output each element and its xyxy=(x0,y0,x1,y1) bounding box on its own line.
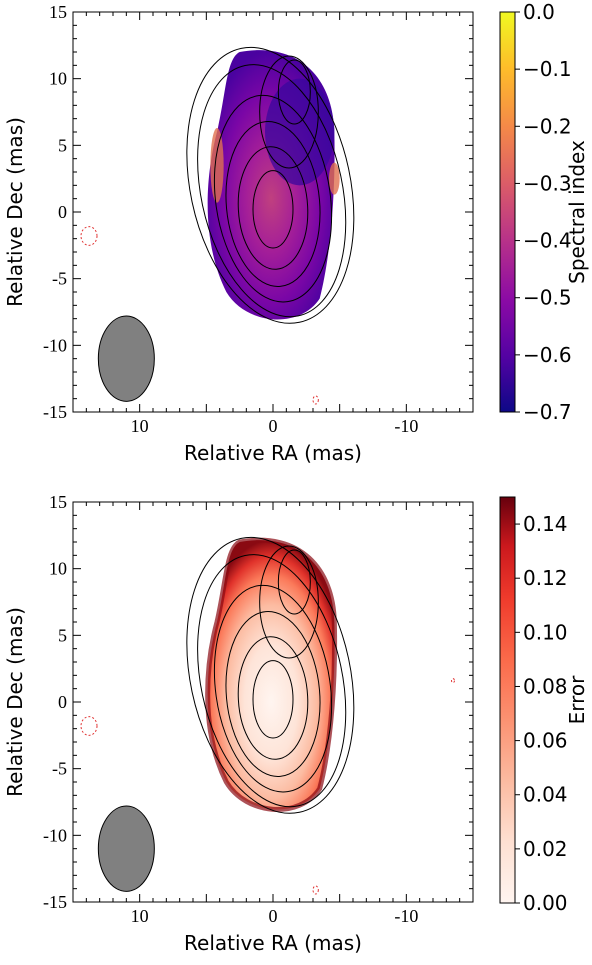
steep-spectrum-region xyxy=(265,78,335,186)
colorbar-tick-label: 0.14 xyxy=(523,512,568,536)
y-axis-label: Relative Dec (mas) xyxy=(3,607,27,797)
colorbar-tick-label: 0.08 xyxy=(523,674,568,698)
colorbar-tick-label: 0.00 xyxy=(523,891,568,915)
negative-contour xyxy=(451,678,455,684)
y-tick-label: 5 xyxy=(58,625,67,645)
colorbar-tick-label: 0.12 xyxy=(523,566,568,590)
colorbar xyxy=(499,496,516,904)
y-tick-label: 15 xyxy=(49,492,67,512)
colorbar-tick-label: 0.0 xyxy=(523,0,555,24)
beam-ellipse xyxy=(97,315,155,402)
y-tick-label: -5 xyxy=(52,759,67,779)
flat-spectrum-edge xyxy=(210,128,224,203)
intensity-contour xyxy=(197,64,347,318)
x-axis-label: Relative RA (mas) xyxy=(184,931,362,955)
colorbar-tick-label: −0.4 xyxy=(523,229,572,253)
colorbar-tick-label: −0.3 xyxy=(523,171,572,195)
y-tick-label: 10 xyxy=(49,559,67,579)
y-tick-label: 5 xyxy=(58,135,67,155)
y-tick-label: 10 xyxy=(49,69,67,89)
beam-ellipse xyxy=(97,805,155,892)
colorbar-tick-label: −0.2 xyxy=(523,114,572,138)
error-edge xyxy=(205,537,338,812)
y-tick-label: -10 xyxy=(43,335,67,355)
top-panel: 10 0 -10 15 10 5 0 -5 -10 -15 Relative RA (mas) Rel… xyxy=(3,0,589,465)
intensity-contour xyxy=(197,554,347,808)
intensity-contour xyxy=(225,611,321,777)
y-tick-label: 15 xyxy=(49,2,67,22)
colorbar xyxy=(499,11,516,413)
intensity-contour xyxy=(252,170,294,249)
intensity-contour xyxy=(186,46,355,324)
colorbar-tick-label: −0.6 xyxy=(523,343,572,367)
flat-spectrum-edge xyxy=(329,162,340,195)
x-tick-label: 0 xyxy=(269,906,278,926)
intensity-contour xyxy=(252,660,294,739)
colorbar-tick-label: −0.7 xyxy=(523,400,572,424)
x-tick-label: 0 xyxy=(269,416,278,436)
colorbar-label: Error xyxy=(565,675,589,725)
x-tick-label: -10 xyxy=(394,416,418,436)
intensity-contour xyxy=(277,549,311,615)
colorbar-label: Spectral index xyxy=(565,140,589,284)
negative-contour xyxy=(312,885,319,895)
y-axis-label: Relative Dec (mas) xyxy=(3,117,27,307)
colorbar-tick-label: 0.06 xyxy=(523,729,568,753)
intensity-contour xyxy=(277,59,311,125)
y-tick-label: -5 xyxy=(52,269,67,289)
bottom-panel: 10 0 -10 15 10 5 0 -5 -10 -15 Relative RA (mas) Rel… xyxy=(3,492,589,955)
colorbar-tick-label: 0.04 xyxy=(523,783,568,807)
y-tick-label: 0 xyxy=(58,202,67,222)
x-axis-label: Relative RA (mas) xyxy=(184,441,362,465)
x-tick-label: 10 xyxy=(131,906,149,926)
intensity-contour xyxy=(259,55,319,169)
negative-contour xyxy=(312,395,319,405)
y-tick-label: -15 xyxy=(43,402,67,422)
spectral-map-image xyxy=(207,540,335,810)
intensity-contour xyxy=(237,636,309,760)
colorbar-tick-label: 0.02 xyxy=(523,837,568,861)
colorbar-tick-label: 0.10 xyxy=(523,620,568,644)
x-tick-label: -10 xyxy=(394,906,418,926)
negative-contour xyxy=(80,716,98,736)
intensity-contour xyxy=(213,584,333,793)
y-tick-label: -15 xyxy=(43,892,67,912)
intensity-contour xyxy=(259,545,319,659)
intensity-contour xyxy=(213,94,333,303)
colorbar-tick-label: −0.1 xyxy=(523,57,572,81)
negative-contour xyxy=(80,226,98,246)
intensity-contour xyxy=(237,146,309,270)
x-tick-label: 10 xyxy=(131,416,149,436)
intensity-contour xyxy=(186,536,355,814)
colorbar-tick-label: −0.5 xyxy=(523,286,572,310)
y-tick-label: 0 xyxy=(58,692,67,712)
y-tick-label: -10 xyxy=(43,825,67,845)
intensity-contour xyxy=(225,121,321,287)
